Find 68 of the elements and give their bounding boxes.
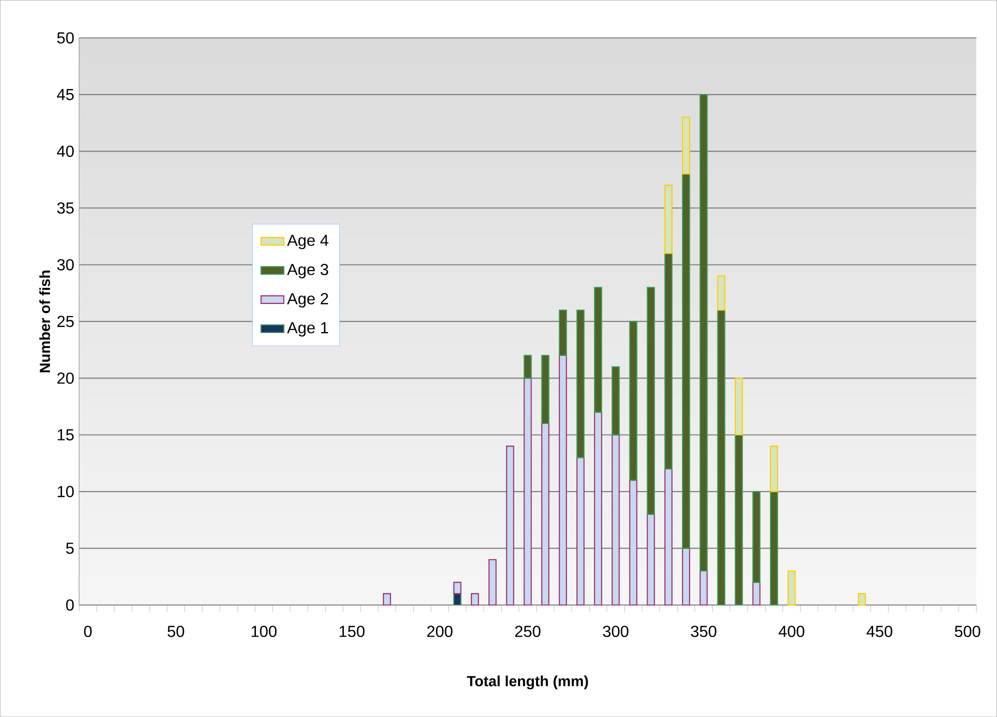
bar — [700, 570, 708, 606]
bar — [664, 468, 673, 606]
bar — [664, 184, 673, 254]
bar — [752, 582, 760, 606]
bar — [734, 434, 743, 606]
x-tick-label: 500 — [954, 626, 980, 638]
x-tick-label: 350 — [690, 626, 716, 638]
bar — [612, 366, 620, 436]
y-tick-label: 5 — [66, 542, 74, 554]
y-tick-label: 10 — [58, 486, 74, 498]
legend-label: Age 1 — [287, 322, 328, 337]
bar — [646, 286, 655, 515]
y-tick-label: 25 — [57, 316, 74, 328]
bar — [594, 412, 602, 606]
x-tick-label: 200 — [427, 626, 452, 638]
legend-label: Age 2 — [287, 293, 328, 308]
x-tick-label: 50 — [168, 626, 184, 638]
y-tick-label: 50 — [57, 32, 74, 44]
y-tick-label: 15 — [58, 429, 74, 440]
x-axis-title: Total length (mm) — [466, 676, 588, 690]
bar — [700, 94, 708, 572]
y-axis-title: Number of fish — [39, 270, 50, 372]
y-tick-label: 35 — [57, 202, 74, 214]
x-tick-label: 100 — [252, 626, 277, 638]
bar — [612, 434, 620, 606]
bar — [576, 310, 585, 458]
legend-label: Age 3 — [287, 264, 328, 278]
bar — [594, 286, 602, 413]
bar — [541, 423, 550, 606]
bar — [558, 354, 567, 606]
bar — [453, 582, 462, 594]
bar — [488, 559, 497, 606]
bar — [682, 116, 690, 175]
bar — [717, 310, 726, 606]
x-tick-label: 300 — [602, 626, 628, 638]
x-tick-label: 450 — [866, 626, 892, 638]
y-tick-label: 0 — [66, 599, 74, 611]
bar — [506, 446, 514, 606]
x-tick-label: 0 — [84, 626, 92, 638]
bar — [558, 310, 567, 356]
bar — [770, 446, 778, 492]
bar — [470, 593, 479, 606]
x-tick-label: 150 — [340, 626, 365, 638]
bar — [629, 320, 638, 481]
y-tick-label: 20 — [57, 372, 74, 384]
bar — [382, 593, 392, 606]
x-tick-label: 400 — [778, 626, 804, 638]
bar — [752, 491, 760, 583]
bar — [770, 491, 778, 606]
bar — [664, 252, 673, 470]
x-tick-label: 250 — [515, 626, 540, 638]
bar — [717, 276, 726, 311]
bar — [646, 514, 655, 606]
legend-label: Age 4 — [287, 234, 328, 250]
bar — [524, 354, 532, 379]
bar — [682, 548, 690, 606]
bar — [576, 457, 585, 606]
y-tick-label: 45 — [56, 89, 74, 100]
bar — [858, 593, 866, 606]
bar — [524, 378, 532, 606]
bar — [541, 354, 550, 424]
bar — [788, 570, 796, 606]
y-tick-label: 30 — [57, 259, 74, 270]
bar — [453, 593, 462, 606]
bar — [734, 378, 743, 436]
bar — [682, 173, 690, 549]
bar — [629, 480, 638, 606]
y-tick-label: 40 — [56, 146, 74, 157]
